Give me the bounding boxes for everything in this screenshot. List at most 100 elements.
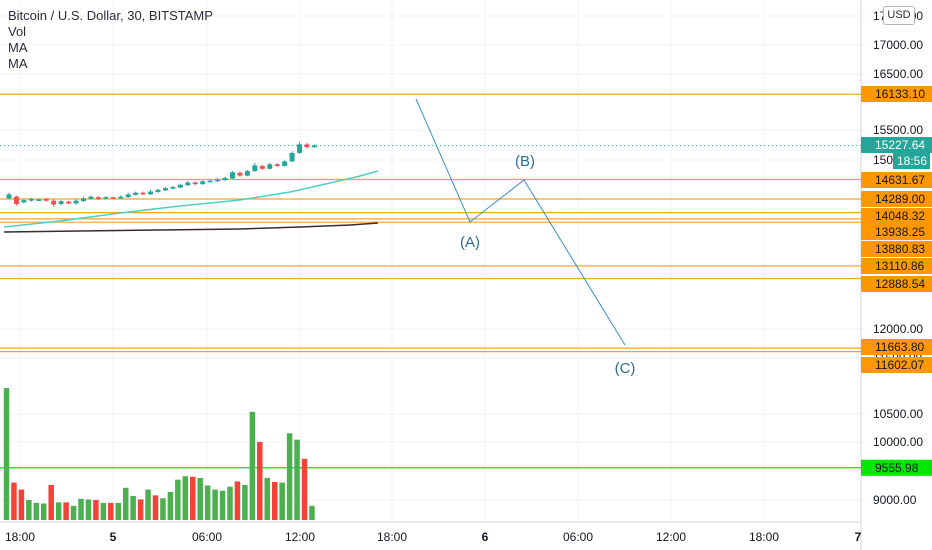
time-tick-label: 12:00 <box>656 530 686 544</box>
volume-bar <box>279 482 285 520</box>
price-tick-label: 15500.00 <box>873 123 923 137</box>
wave-label-c[interactable]: (C) <box>615 360 636 377</box>
volume-bar <box>63 502 69 520</box>
symbol-title[interactable]: Bitcoin / U.S. Dollar, 30, BITSTAMP <box>8 8 213 23</box>
volume-bar <box>33 502 40 520</box>
volume-bar <box>160 498 166 520</box>
candle-body <box>274 164 280 166</box>
candle-body <box>230 172 235 179</box>
candle-body <box>244 171 250 176</box>
volume-bar <box>257 442 263 520</box>
candle-body <box>252 165 258 172</box>
volume-bar <box>286 433 293 520</box>
price-tick-label: 10000.00 <box>873 435 923 449</box>
countdown-badge: 18:56 <box>897 154 927 168</box>
candle-body <box>36 199 42 201</box>
volume-bar <box>85 499 92 520</box>
wave-label-b[interactable]: (B) <box>515 153 535 170</box>
level-badge-bg <box>861 276 932 292</box>
ma-fast-line[interactable] <box>3 170 379 228</box>
candle-body <box>207 180 213 183</box>
candle-body <box>88 196 94 199</box>
volume-bar <box>227 486 233 520</box>
last-price-badge: 15227.64 <box>875 138 925 152</box>
last-price-badge-bg <box>861 137 932 153</box>
volume-bar <box>301 458 308 520</box>
volume-bar <box>26 500 32 520</box>
candle-body <box>21 200 27 203</box>
candle-body <box>215 179 221 182</box>
candle-body <box>170 187 176 189</box>
volume-bar <box>219 490 226 520</box>
candle-body <box>140 192 146 195</box>
time-tick-label: 5 <box>110 530 117 544</box>
level-badge: 14048.32 <box>875 209 925 223</box>
candle-body <box>162 188 168 191</box>
price-tick-label: 9000.00 <box>873 493 917 507</box>
level-badge-bg <box>861 241 932 257</box>
volume-level-badge: 9555.98 <box>875 461 919 475</box>
volume-bar <box>182 476 189 520</box>
candle-body <box>6 194 12 199</box>
level-badge: 16133.10 <box>875 87 925 101</box>
candle-body <box>118 196 124 199</box>
volume-bar <box>100 502 107 520</box>
indicator-ma-1[interactable]: MA <box>8 40 28 55</box>
candle-body <box>73 200 79 204</box>
volume-bar <box>41 503 47 520</box>
currency-button[interactable]: USD <box>883 6 915 25</box>
candle-body <box>304 144 310 148</box>
volume-bar <box>70 505 77 520</box>
candle-body <box>289 152 295 162</box>
price-tick-label: 16500.00 <box>873 67 923 81</box>
price-tick-label: 12000.00 <box>873 322 923 336</box>
time-tick-label: 12:00 <box>285 530 315 544</box>
indicator-ma-2[interactable]: MA <box>8 56 28 71</box>
volume-bar <box>137 499 144 520</box>
candle-body <box>133 192 139 195</box>
wave-path[interactable] <box>415 98 626 346</box>
indicator-vol[interactable]: Vol <box>8 24 27 39</box>
level-badge: 13110.86 <box>875 259 924 273</box>
wave-label-a[interactable]: (A) <box>460 234 480 251</box>
level-badge-bg <box>861 208 932 224</box>
level-badge: 13938.25 <box>875 225 925 239</box>
level-badge: 11602.07 <box>875 358 924 372</box>
volume-level-badge-bg <box>861 459 932 476</box>
candle-body <box>148 191 154 195</box>
candle-body <box>200 181 206 185</box>
volume-bar <box>264 477 270 520</box>
candle-body <box>282 161 288 166</box>
candle-body <box>28 198 34 201</box>
level-badge: 14289.00 <box>875 192 925 206</box>
volume-bar <box>48 484 54 520</box>
volume-bar <box>93 500 99 520</box>
candle-body <box>267 164 273 169</box>
candle-body <box>95 197 101 199</box>
ma-slow-line[interactable] <box>3 222 379 233</box>
volume-bar <box>3 388 10 520</box>
candle-body <box>311 145 317 148</box>
time-tick-label: 18:00 <box>749 530 779 544</box>
volume-bar <box>115 502 121 520</box>
volume-bar <box>190 476 196 520</box>
volume-bar <box>242 484 248 520</box>
volume-bar <box>234 481 241 520</box>
level-badge: 13880.83 <box>875 242 925 256</box>
candle-body <box>125 194 131 198</box>
countdown-badge-bg <box>893 153 930 169</box>
candle-body <box>66 201 72 204</box>
level-badge-bg <box>861 258 932 274</box>
level-badge-bg <box>861 86 932 102</box>
candle-body <box>177 184 183 188</box>
level-badge-bg <box>861 224 932 240</box>
volume-bar <box>197 477 203 520</box>
level-badge-bg <box>861 172 932 188</box>
time-tick-label: 18:00 <box>377 530 407 544</box>
time-tick-label: 06:00 <box>192 530 222 544</box>
candle-body <box>297 144 303 153</box>
volume-bar <box>11 482 17 520</box>
volume-bar <box>78 498 84 520</box>
